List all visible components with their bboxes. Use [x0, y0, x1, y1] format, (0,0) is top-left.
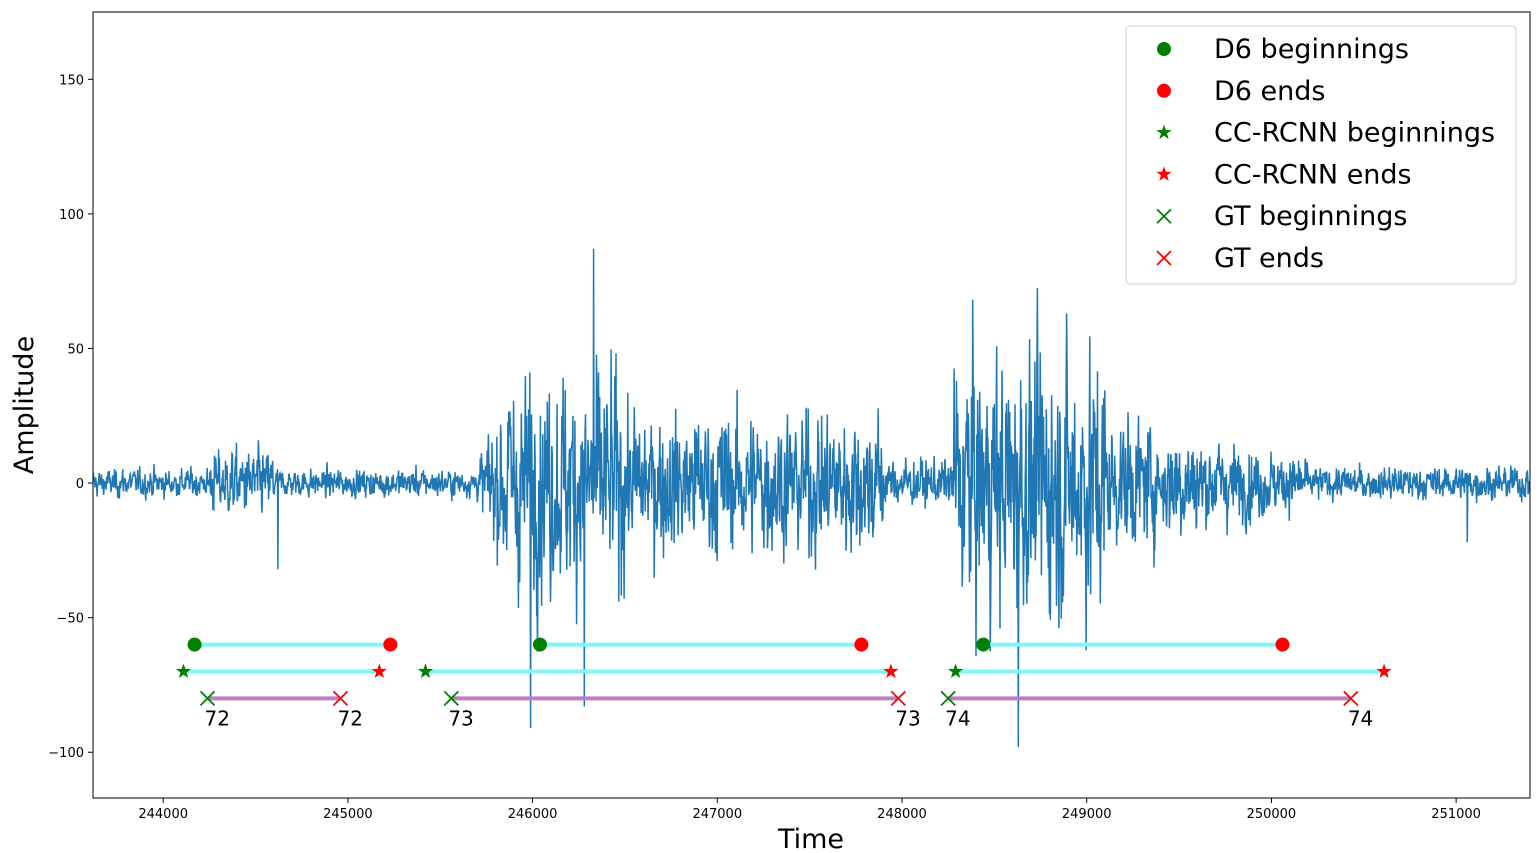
- x-tick-label: 251000: [1431, 807, 1481, 822]
- y-tick-label: 150: [59, 73, 84, 88]
- annotation-layer: 72 72 73 73 74 74: [205, 706, 1374, 730]
- plot-frame: [92, 11, 1531, 799]
- signal-layer: [93, 248, 1530, 747]
- end-marker: [371, 663, 387, 678]
- begin-marker: [532, 637, 547, 652]
- begin-marker: [976, 637, 991, 652]
- legend-marker: [1156, 208, 1172, 224]
- event-number-label: 74: [945, 706, 970, 730]
- x-tick-label: 250000: [1247, 807, 1297, 822]
- interval-layer: [183, 642, 1385, 701]
- event-number-label: 72: [338, 706, 363, 730]
- y-tick-label: 50: [67, 342, 84, 357]
- y-axis-title: Amplitude: [9, 336, 40, 474]
- y-tick-label: 0: [76, 477, 84, 492]
- begin-marker: [947, 663, 964, 678]
- legend-label: GT ends: [1214, 243, 1324, 274]
- begin-marker: [175, 663, 192, 678]
- end-marker: [1376, 663, 1392, 678]
- x-axis-ticks: 244000 245000 246000 247000 248000 249000 2500…: [138, 798, 1481, 822]
- event-number-label: 74: [1348, 706, 1373, 730]
- end-marker: [854, 637, 869, 652]
- event-number-label: 73: [895, 706, 920, 730]
- legend-label: CC-RCNN beginnings: [1214, 118, 1495, 149]
- x-tick-label: 246000: [508, 807, 558, 822]
- end-marker: [883, 663, 899, 678]
- x-tick-label: 247000: [692, 807, 742, 822]
- y-tick-label: −100: [48, 746, 84, 761]
- begin-marker: [187, 637, 202, 652]
- legend-marker: [1157, 42, 1171, 56]
- event-number-label: 73: [448, 706, 473, 730]
- legend-marker: [1156, 166, 1172, 181]
- x-tick-label: 248000: [877, 807, 927, 822]
- end-marker: [1275, 637, 1290, 652]
- end-marker: [383, 637, 398, 652]
- x-tick-label: 244000: [138, 807, 188, 822]
- end-marker: [332, 690, 349, 707]
- marker-layer: [175, 637, 1392, 707]
- legend-label: GT beginnings: [1214, 201, 1407, 232]
- begin-marker: [940, 690, 956, 707]
- legend-marker: [1157, 83, 1171, 98]
- legend: D6 beginnings D6 ends CC-RCNN beginnings CC…: [1125, 25, 1517, 285]
- legend-marker: [1156, 124, 1172, 140]
- end-marker: [1343, 690, 1359, 707]
- legend-label: CC-RCNN ends: [1214, 159, 1412, 190]
- x-tick-label: 245000: [323, 807, 373, 822]
- legend-label: D6 beginnings: [1214, 34, 1409, 65]
- legend-marker: [1156, 250, 1172, 266]
- end-marker: [890, 690, 906, 707]
- signal-line: [93, 248, 1530, 747]
- y-tick-label: 100: [59, 208, 84, 223]
- begin-marker: [199, 690, 216, 707]
- x-axis-title: Time: [777, 824, 844, 853]
- y-tick-label: −50: [57, 612, 84, 627]
- y-axis-ticks: −100 −50 0 50 100 150: [48, 73, 93, 761]
- x-tick-label: 249000: [1062, 807, 1112, 822]
- begin-marker: [417, 663, 434, 678]
- event-number-label: 72: [205, 706, 230, 730]
- legend-label: D6 ends: [1214, 76, 1325, 107]
- legend-box: [1125, 25, 1517, 285]
- begin-marker: [443, 690, 459, 707]
